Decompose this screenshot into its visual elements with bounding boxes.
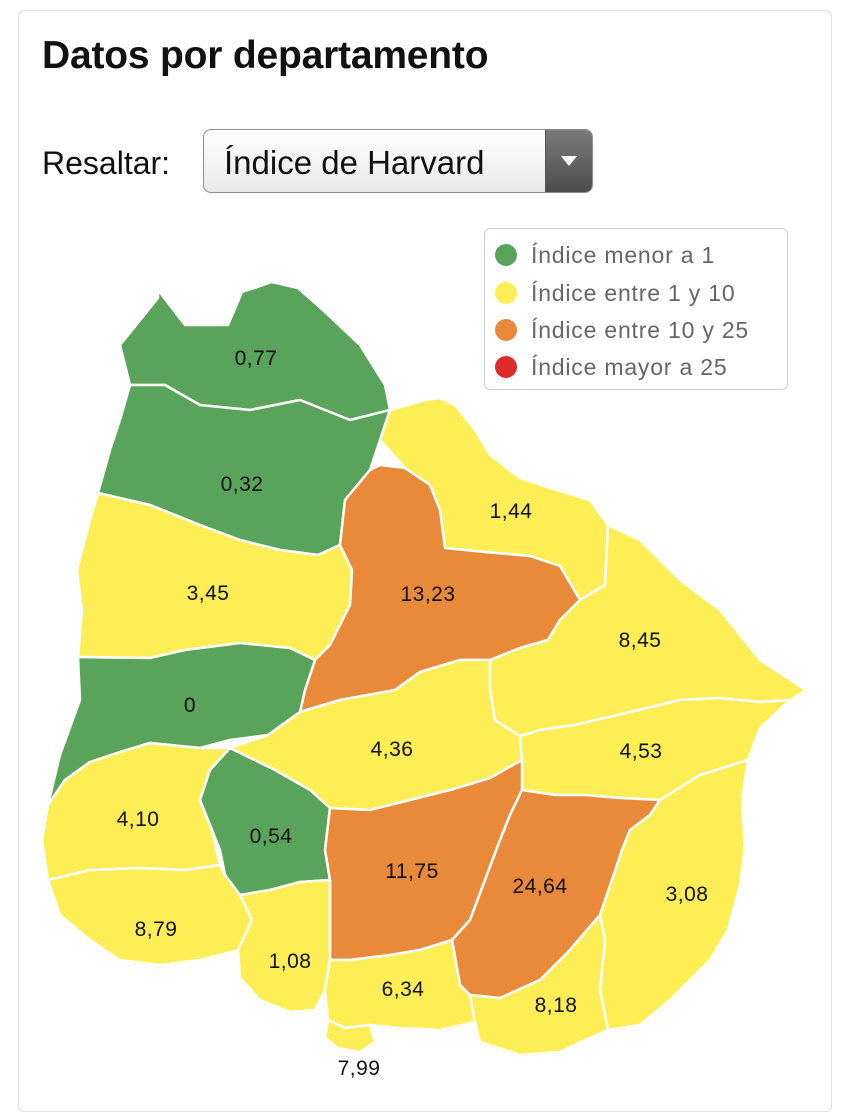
department-value-label: 24,64	[512, 875, 567, 898]
department-value-label: 3,45	[187, 582, 230, 605]
department-value-label: 1,44	[490, 500, 533, 523]
red-dot-icon	[495, 356, 517, 378]
department-value-label: 0,77	[235, 347, 278, 370]
legend-label: Índice entre 1 y 10	[531, 279, 736, 306]
department-value-label: 4,53	[620, 740, 663, 763]
orange-dot-icon	[495, 319, 517, 341]
department-value-label: 6,34	[382, 978, 425, 1001]
legend-item-yellow: Índice entre 1 y 10	[495, 276, 735, 310]
yellow-dot-icon	[495, 282, 517, 304]
department-value-label: 8,45	[619, 629, 662, 652]
legend-item-red: Índice mayor a 25	[495, 350, 727, 384]
department-value-label: 4,10	[117, 808, 160, 831]
department-value-label: 0,32	[221, 473, 264, 496]
dropdown-button[interactable]	[545, 130, 592, 192]
department-san-jose[interactable]	[236, 878, 332, 1014]
department-value-label: 7,99	[338, 1057, 381, 1080]
department-value-label: 8,79	[135, 918, 178, 941]
department-value-label: 4,36	[371, 738, 414, 761]
legend-item-green: Índice menor a 1	[495, 238, 715, 272]
department-value-label: 1,08	[269, 950, 312, 973]
department-value-label: 13,23	[400, 583, 455, 606]
map-legend: Índice menor a 1 Índice entre 1 y 10 Índ…	[484, 228, 788, 390]
department-value-label: 3,08	[666, 883, 709, 906]
department-maldonado[interactable]	[468, 913, 610, 1057]
chevron-down-icon	[561, 156, 577, 166]
department-colonia[interactable]	[46, 863, 254, 967]
legend-label: Índice entre 10 y 25	[531, 316, 750, 343]
highlight-select-value: Índice de Harvard	[224, 144, 485, 181]
highlight-select[interactable]: Índice de Harvard	[203, 129, 593, 193]
legend-label: Índice menor a 1	[531, 241, 716, 268]
department-value-label: 11,75	[385, 860, 439, 883]
page-title: Datos por departamento	[42, 34, 489, 77]
highlight-label: Resaltar:	[42, 145, 171, 181]
legend-label: Índice mayor a 25	[531, 353, 728, 380]
department-value-label: 0	[184, 694, 196, 717]
green-dot-icon	[495, 244, 517, 266]
department-value-label: 0,54	[250, 825, 293, 848]
legend-item-orange: Índice entre 10 y 25	[495, 313, 749, 347]
department-montevideo[interactable]	[323, 1018, 377, 1054]
department-rocha[interactable]	[598, 758, 750, 1032]
department-value-label: 8,18	[535, 994, 578, 1017]
